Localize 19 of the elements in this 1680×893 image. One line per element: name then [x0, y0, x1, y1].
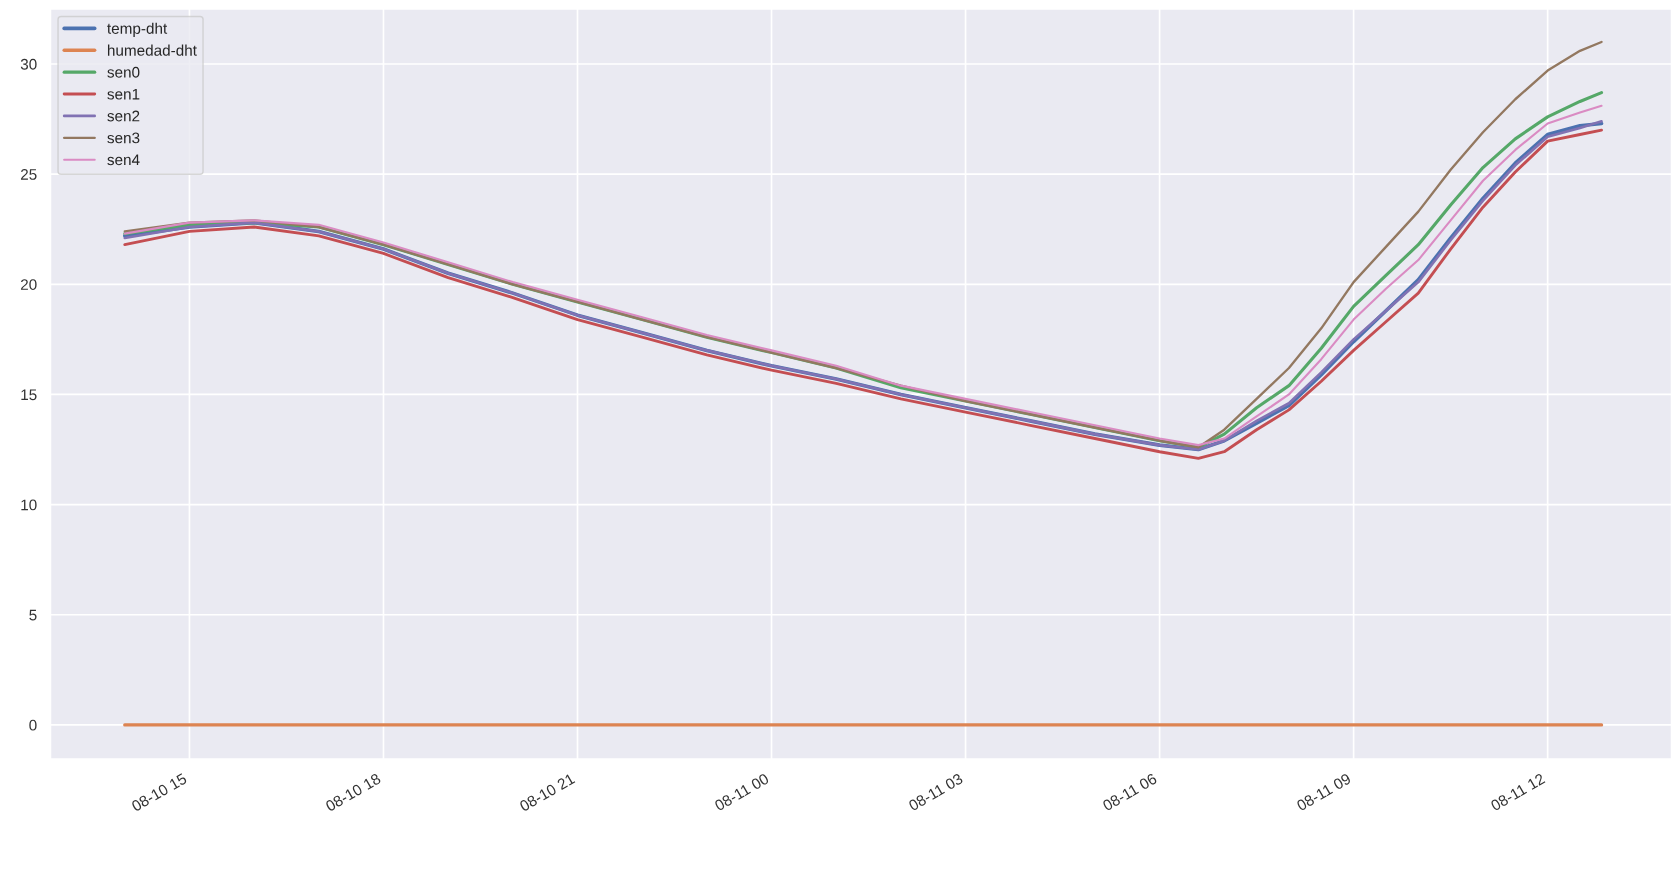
legend-label: temp-dht [107, 22, 168, 37]
x-tick-label: 08-11 03 [907, 772, 964, 812]
y-tick-label: 0 [29, 719, 37, 731]
x-tick-label: 08-11 06 [1101, 772, 1158, 812]
y-tick-label: 20 [20, 279, 37, 290]
legend-label: sen4 [107, 154, 140, 166]
y-tick-label: 5 [29, 609, 37, 621]
x-tick-label: 08-11 09 [1295, 772, 1352, 812]
x-tick-label: 08-11 00 [713, 772, 770, 812]
y-tick-label: 15 [21, 389, 37, 401]
legend-label: sen2 [107, 110, 140, 122]
legend-label: sen0 [107, 66, 140, 78]
legend-label: sen3 [107, 132, 140, 144]
y-tick-label: 30 [20, 58, 37, 70]
y-tick-label: 10 [21, 499, 37, 511]
y-tick-label: 25 [20, 169, 37, 180]
legend-label: sen1 [107, 88, 140, 100]
x-tick-label: 08-11 12 [1489, 772, 1546, 812]
legend-label: humedad-dht [107, 44, 197, 56]
